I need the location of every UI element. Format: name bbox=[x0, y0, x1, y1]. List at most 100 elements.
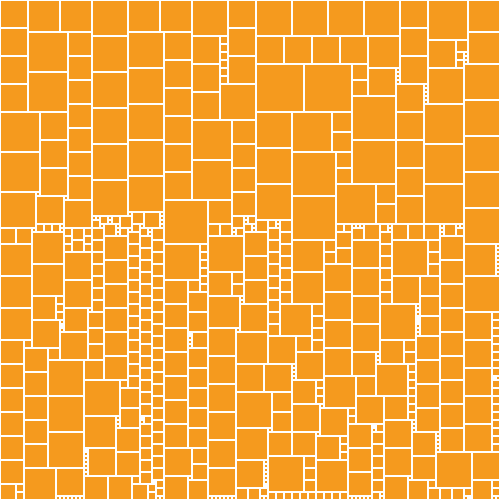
tile-square bbox=[297, 337, 311, 351]
tile-square bbox=[189, 409, 207, 427]
tile-square bbox=[129, 365, 139, 375]
tile-square bbox=[401, 57, 427, 83]
tile-square bbox=[53, 225, 59, 231]
tile-square bbox=[353, 353, 375, 375]
tile-square bbox=[105, 285, 127, 307]
tile-square bbox=[1, 113, 39, 151]
tile-square bbox=[253, 225, 255, 227]
tile-square bbox=[429, 253, 439, 263]
tile-square bbox=[165, 425, 187, 447]
tile-square bbox=[493, 361, 499, 367]
tile-square bbox=[497, 253, 499, 255]
tile-square bbox=[221, 69, 227, 75]
tile-square bbox=[17, 485, 23, 491]
tile-square bbox=[141, 381, 151, 391]
tile-square bbox=[165, 245, 199, 279]
tile-square bbox=[269, 221, 275, 227]
tile-square bbox=[425, 89, 427, 91]
tile-square bbox=[377, 185, 395, 203]
tile-square bbox=[385, 477, 407, 499]
tile-square bbox=[193, 1, 227, 35]
tile-square bbox=[117, 225, 119, 227]
tile-square bbox=[441, 233, 443, 235]
tile-square bbox=[317, 381, 323, 387]
tile-square bbox=[373, 469, 383, 479]
tile-square bbox=[61, 329, 63, 331]
tile-square bbox=[221, 85, 255, 119]
tile-square bbox=[441, 333, 463, 355]
tile-square bbox=[233, 193, 255, 215]
tile-square bbox=[57, 305, 63, 311]
tile-square bbox=[425, 101, 427, 103]
tile-square bbox=[305, 469, 315, 479]
tile-square bbox=[241, 301, 243, 303]
tile-square bbox=[93, 145, 127, 179]
tile-square bbox=[65, 197, 67, 199]
tile-square bbox=[1, 245, 31, 275]
tile-square bbox=[293, 365, 295, 367]
tile-square bbox=[417, 305, 419, 307]
tile-square bbox=[141, 309, 151, 319]
tile-square bbox=[425, 225, 439, 239]
tile-square bbox=[409, 413, 415, 419]
tile-square bbox=[353, 225, 355, 227]
tile-square bbox=[385, 449, 411, 475]
tile-square bbox=[237, 333, 267, 363]
tile-square bbox=[189, 341, 191, 343]
tile-square bbox=[325, 493, 331, 499]
tile-square bbox=[357, 377, 375, 395]
tile-square bbox=[413, 421, 415, 423]
tile-square bbox=[417, 325, 419, 327]
tile-square bbox=[129, 353, 139, 363]
tile-square bbox=[69, 57, 91, 79]
tile-square bbox=[397, 73, 399, 75]
tile-square bbox=[265, 465, 267, 467]
tile-square bbox=[493, 353, 499, 359]
tile-square bbox=[129, 293, 139, 303]
tile-square bbox=[133, 485, 147, 499]
tile-square bbox=[93, 181, 127, 215]
tile-square bbox=[261, 489, 267, 495]
tile-square bbox=[93, 277, 103, 287]
tile-square bbox=[257, 1, 291, 35]
tile-square bbox=[93, 241, 103, 251]
tile-square bbox=[233, 497, 235, 499]
tile-square bbox=[409, 481, 427, 499]
tile-square bbox=[429, 265, 439, 275]
tile-square bbox=[29, 33, 67, 71]
tile-square bbox=[393, 225, 407, 239]
tile-square bbox=[81, 497, 83, 499]
tile-square bbox=[369, 69, 395, 95]
tile-square bbox=[269, 265, 279, 275]
tile-square bbox=[161, 213, 163, 215]
tile-square bbox=[193, 121, 231, 159]
tile-square bbox=[65, 281, 91, 307]
tile-square bbox=[261, 497, 263, 499]
tile-square bbox=[345, 225, 351, 231]
tile-square bbox=[121, 389, 139, 407]
tile-square bbox=[129, 269, 139, 279]
tile-square bbox=[425, 185, 463, 223]
tile-square bbox=[85, 473, 87, 475]
tile-square bbox=[425, 145, 463, 183]
tile-square bbox=[405, 353, 415, 363]
tile-square bbox=[437, 441, 439, 443]
tile-square bbox=[465, 65, 499, 99]
tile-square bbox=[317, 437, 339, 459]
tile-square bbox=[441, 381, 463, 403]
tile-square bbox=[493, 497, 495, 499]
tile-square bbox=[129, 341, 139, 351]
tile-square bbox=[25, 421, 47, 443]
tile-square bbox=[129, 377, 139, 387]
tile-square bbox=[397, 77, 399, 79]
tile-square bbox=[269, 229, 279, 239]
tile-square bbox=[465, 61, 467, 63]
tile-square bbox=[465, 53, 467, 55]
tile-square bbox=[201, 269, 207, 275]
tile-square bbox=[493, 429, 499, 435]
tile-square bbox=[193, 93, 219, 119]
tile-square bbox=[241, 305, 267, 331]
tile-square bbox=[153, 325, 163, 335]
tile-square bbox=[165, 353, 187, 375]
tile-square bbox=[333, 133, 351, 151]
